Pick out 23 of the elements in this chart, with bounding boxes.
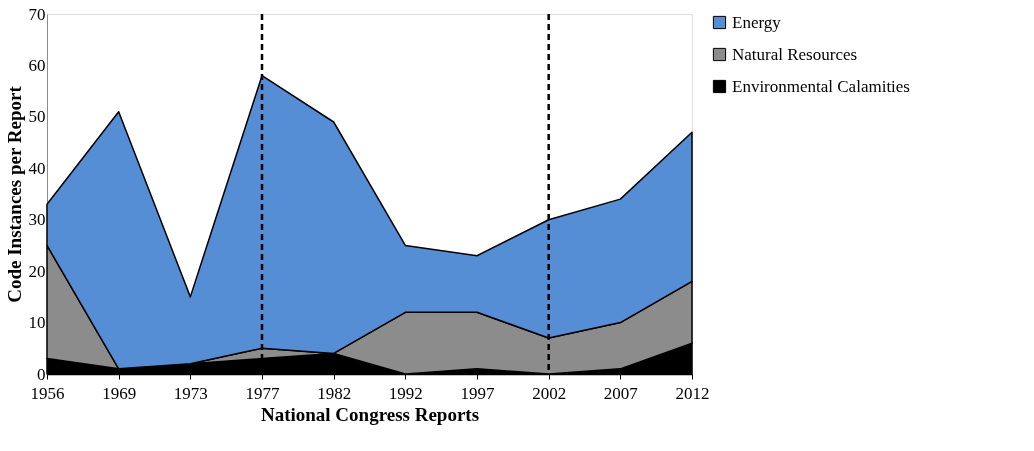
y-tick-label: 50 bbox=[28, 107, 46, 127]
y-tick-label: 60 bbox=[28, 55, 46, 75]
legend-label: Environmental Calamities bbox=[732, 76, 910, 96]
legend-label: Natural Resources bbox=[732, 44, 858, 64]
y-tick-label: 30 bbox=[28, 210, 46, 230]
x-tick-label: 2012 bbox=[675, 383, 710, 403]
legend-label: Energy bbox=[732, 12, 782, 32]
x-tick-label: 1973 bbox=[173, 383, 208, 403]
y-tick-label: 10 bbox=[28, 313, 46, 333]
y-tick-label: 70 bbox=[28, 4, 46, 24]
y-tick-label: 40 bbox=[28, 158, 46, 178]
x-tick-label: 1982 bbox=[317, 383, 352, 403]
x-tick-label: 1969 bbox=[102, 383, 137, 403]
y-tick-label: 20 bbox=[28, 261, 46, 281]
x-tick-label: 2002 bbox=[532, 383, 567, 403]
y-axis-title: Code Instances per Report bbox=[3, 85, 25, 303]
x-tick-label: 1977 bbox=[245, 383, 280, 403]
x-tick-label: 2007 bbox=[603, 383, 639, 403]
x-tick-label: 1997 bbox=[460, 383, 495, 403]
x-tick-label: 1956 bbox=[30, 383, 65, 403]
x-axis-title: National Congress Reports bbox=[260, 403, 480, 425]
x-tick-label: 1992 bbox=[388, 383, 423, 403]
y-tick-label: 0 bbox=[37, 364, 46, 384]
